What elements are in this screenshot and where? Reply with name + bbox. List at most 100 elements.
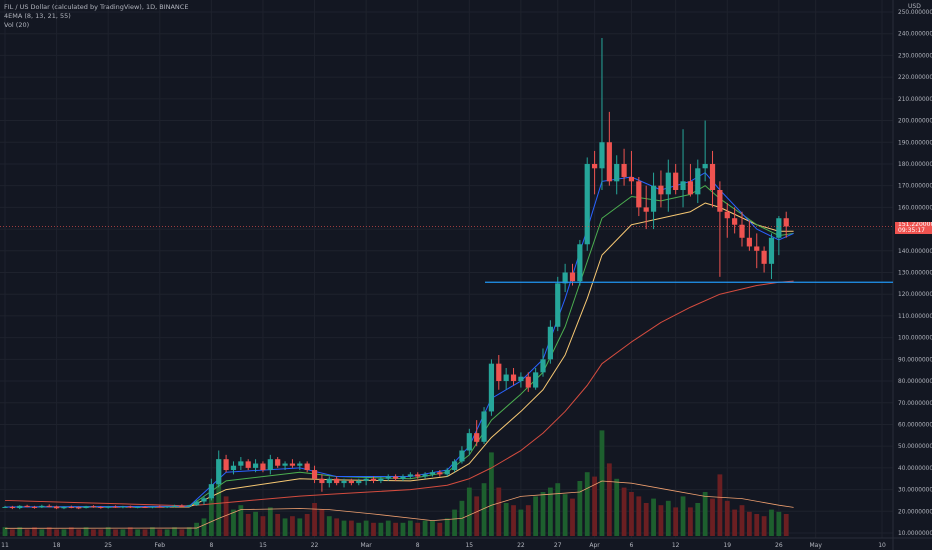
candle-body (510, 374, 517, 382)
candle-body (61, 506, 67, 509)
volume-bar (54, 529, 59, 536)
candlesticks (2, 38, 789, 510)
volume-bar (267, 507, 273, 536)
time-tick-label: Apr (589, 542, 600, 549)
candle-body (496, 363, 502, 382)
candle-body (415, 474, 421, 477)
volume-bar (533, 496, 539, 536)
volume-bar (629, 492, 634, 536)
volume-bar (142, 529, 148, 536)
candle-body (341, 480, 347, 484)
candle-body (474, 433, 480, 442)
volume-bar (518, 509, 524, 536)
candle-body (393, 476, 399, 479)
candle-body (216, 459, 222, 485)
candle-body (186, 505, 192, 507)
candle-body (2, 506, 8, 508)
price-axis: USD 10.0000000 20.0000000 30.0000000 40.0000… (898, 3, 932, 537)
candle-body (201, 498, 207, 502)
volume-bar (319, 509, 325, 536)
volume-bar (186, 527, 192, 536)
volume-bars (2, 430, 789, 536)
candle-body (783, 218, 789, 227)
last-price-tag: 151.2200000 09:35:17 (895, 222, 932, 235)
candle-body (378, 478, 384, 481)
time-tick-label: 19 (723, 542, 731, 549)
candle-body (673, 172, 679, 191)
candle-body (39, 505, 45, 508)
candle-body (112, 506, 119, 508)
candle-body (687, 181, 694, 195)
volume-bar (363, 520, 369, 536)
volume-bar (776, 511, 782, 536)
volume-bar (208, 492, 214, 536)
volume-bar (150, 527, 155, 536)
volume-bar (179, 529, 185, 536)
candle-body (98, 506, 104, 508)
volume-bar (393, 522, 399, 536)
volume-bar (452, 509, 457, 536)
ema-indicator-label: 4EMA (8, 13, 21, 55) (4, 12, 71, 20)
price-tick-label: 140.0000000 (898, 249, 932, 255)
time-tick-label: 18 (53, 542, 61, 549)
volume-bar (127, 527, 133, 536)
price-tick-label: 50.0000000 (898, 444, 932, 450)
volume-ma-path (4, 480, 794, 529)
candle-body (275, 459, 281, 466)
volume-bar (201, 518, 207, 536)
candle-body (717, 190, 723, 212)
candle-body (135, 506, 141, 508)
chart-legend: FIL / US Dollar (calculated by TradingVi… (4, 3, 188, 30)
volume-bar (194, 522, 200, 536)
price-tick-label: 60.0000000 (898, 422, 932, 428)
volume-bar (761, 516, 767, 536)
volume-bar (378, 522, 384, 536)
volume-bar (555, 483, 561, 536)
candle-body (702, 163, 708, 169)
candle-body (503, 374, 509, 382)
volume-bar (98, 529, 104, 536)
candle-body (518, 376, 524, 382)
volume-bar (290, 516, 295, 536)
candle-body (422, 474, 428, 477)
candle-body (606, 142, 612, 182)
volume-bar (746, 511, 752, 536)
volume-bar (422, 520, 428, 536)
candle-body (157, 506, 163, 508)
volume-bar (754, 514, 760, 536)
candle-body (238, 461, 244, 466)
candle-body (348, 480, 354, 484)
volume-bar (275, 514, 281, 536)
price-tick-label: 180.0000000 (898, 162, 932, 168)
price-tick-label: 220.0000000 (898, 75, 932, 81)
price-tick-label: 160.0000000 (898, 205, 932, 211)
volume-bar (407, 520, 413, 536)
volume-bar (371, 522, 376, 536)
candle-body (127, 506, 133, 508)
candle-body (592, 163, 598, 169)
volume-bar (260, 516, 266, 536)
time-axis: 11 18 25 Feb 8 15 22 Mar 8 15 22 27 Apr 6 12 19 26 May 10 (1, 542, 886, 549)
volume-bar (68, 527, 74, 536)
time-tick-label: 22 (517, 542, 525, 549)
volume-bar (474, 496, 480, 536)
time-tick-label: 15 (259, 542, 267, 549)
volume-bar (348, 520, 354, 536)
price-tick-label: 210.0000000 (898, 97, 932, 103)
candle-body (724, 211, 730, 219)
candle-body (164, 506, 170, 508)
candle-body (547, 326, 553, 360)
volume-bar (83, 527, 89, 536)
candle-body (171, 505, 178, 507)
candle-body (466, 433, 472, 451)
price-tick-label: 80.0000000 (898, 379, 932, 385)
volume-bar (216, 459, 222, 536)
candle-body (658, 185, 664, 195)
price-unit-label: USD (908, 3, 921, 10)
support-line (0, 226, 893, 283)
candle-body (289, 463, 296, 466)
candle-body (208, 484, 214, 499)
volume-bar (437, 522, 443, 536)
candle-body (179, 505, 185, 507)
